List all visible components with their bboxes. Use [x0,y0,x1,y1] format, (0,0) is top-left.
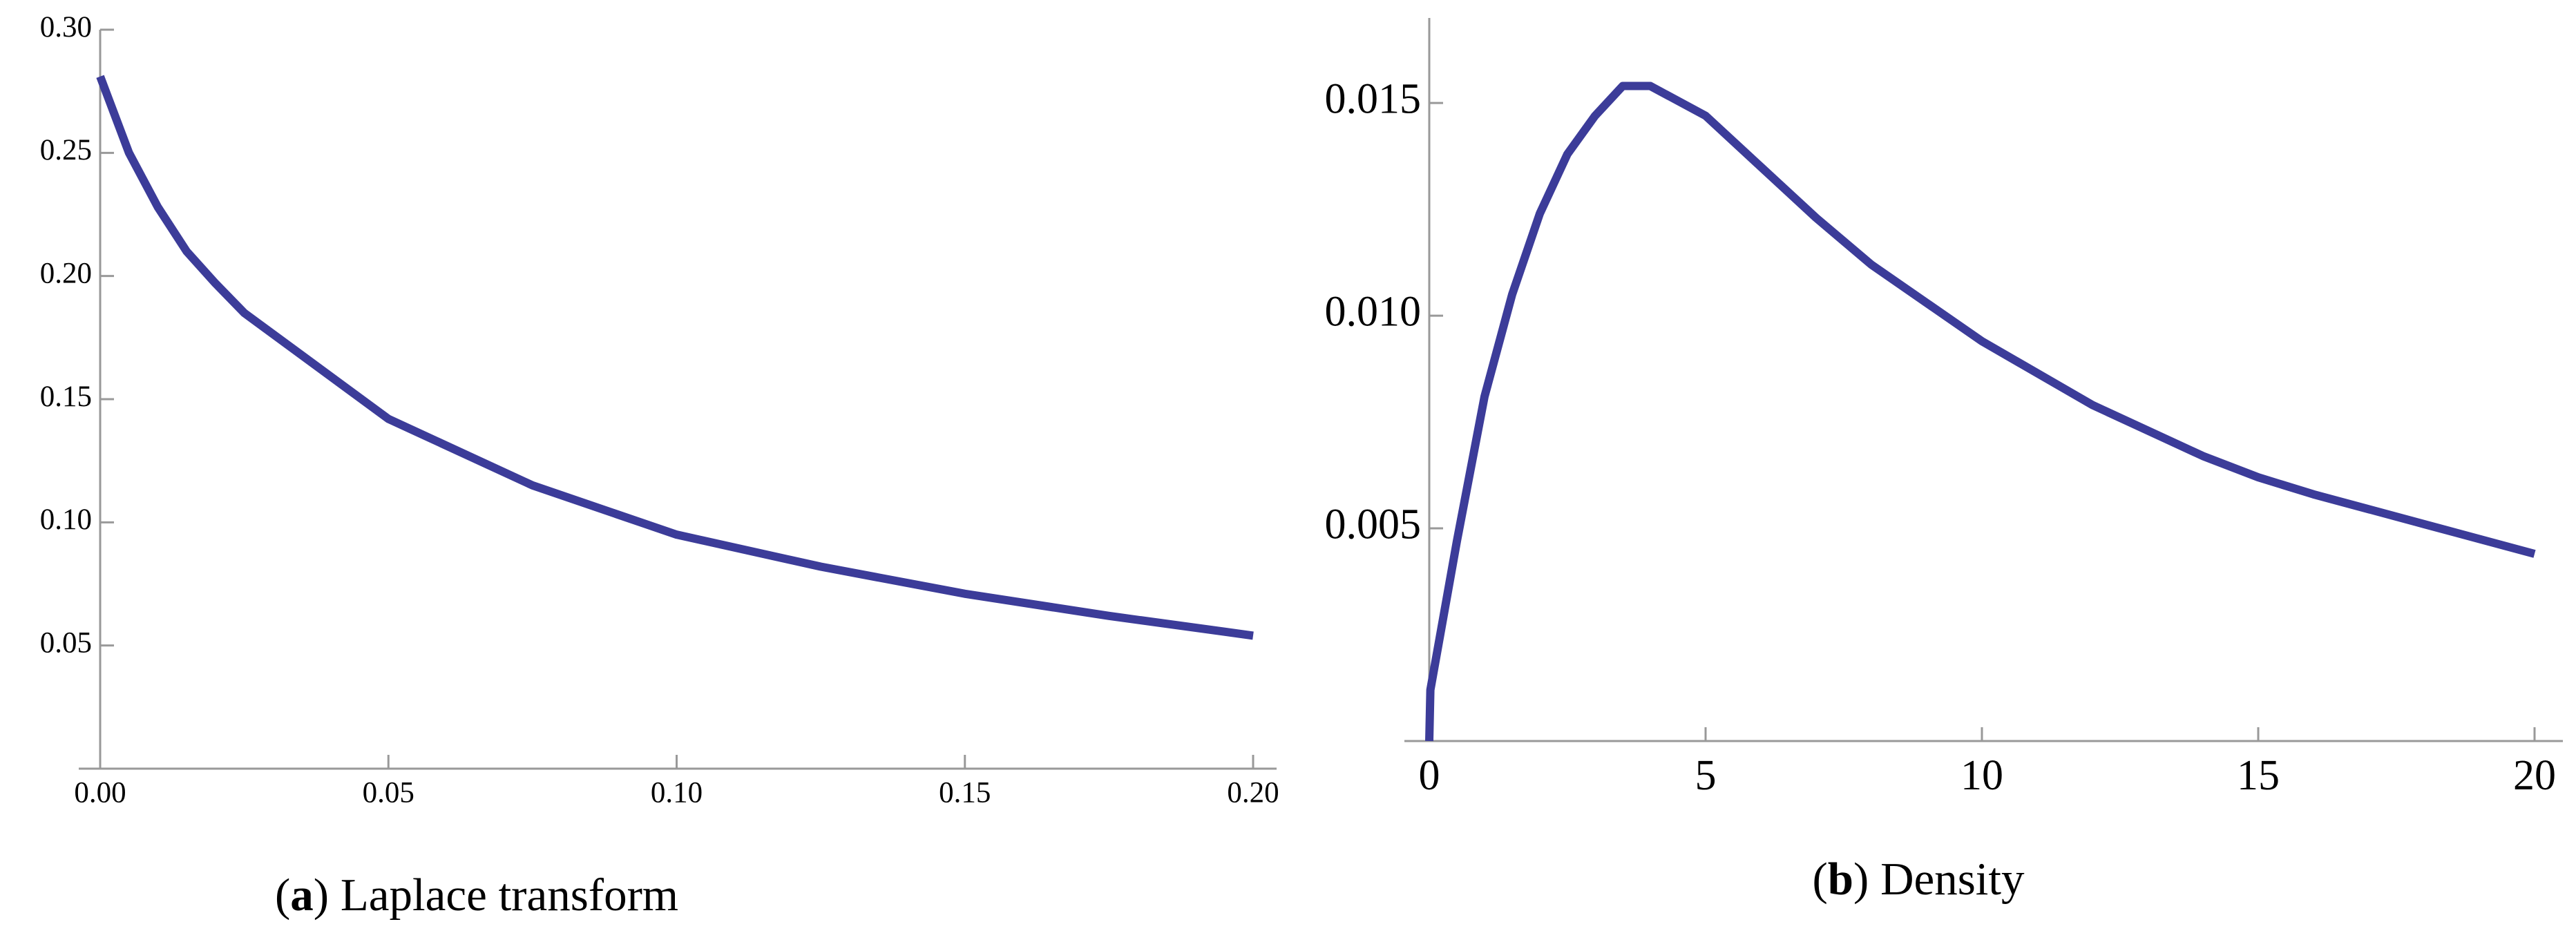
line-series [1425,81,2536,742]
x-tick-label: 5 [1695,752,1717,799]
y-tick-label: 0.05 [40,627,92,660]
y-tick-label: 0.30 [40,11,92,44]
caption: (b) Density [1812,854,2025,905]
caption-part: ) Density [1853,854,2025,905]
y-tick-label: 0.25 [40,134,92,166]
x-tick-label: 0.05 [363,777,414,809]
caption: (a) Laplace transform [275,869,678,921]
x-tick-label: 0 [1419,752,1440,799]
y-tick-label: 0.15 [40,381,92,413]
y-tick-label: 0.010 [1325,288,1422,335]
x-tick-label: 0.15 [939,777,991,809]
x-tick-label: 10 [1960,752,2003,799]
y-tick-label: 0.005 [1325,501,1422,548]
caption-part: ( [1812,854,1827,905]
x-tick-label: 15 [2237,752,2280,799]
caption-part: ) Laplace transform [314,869,678,921]
x-tick-label: 0.10 [651,777,703,809]
x-tick-label: 0.00 [74,777,126,809]
caption-part: ( [275,869,290,921]
y-tick-label: 0.015 [1325,75,1422,122]
line-series [96,75,1254,640]
y-tick-label: 0.10 [40,503,92,536]
x-tick-label: 20 [2513,752,2556,799]
caption-part: a [290,869,314,921]
caption-part: b [1828,854,1853,905]
x-tick-label: 0.20 [1227,777,1279,809]
y-tick-label: 0.20 [40,258,92,290]
